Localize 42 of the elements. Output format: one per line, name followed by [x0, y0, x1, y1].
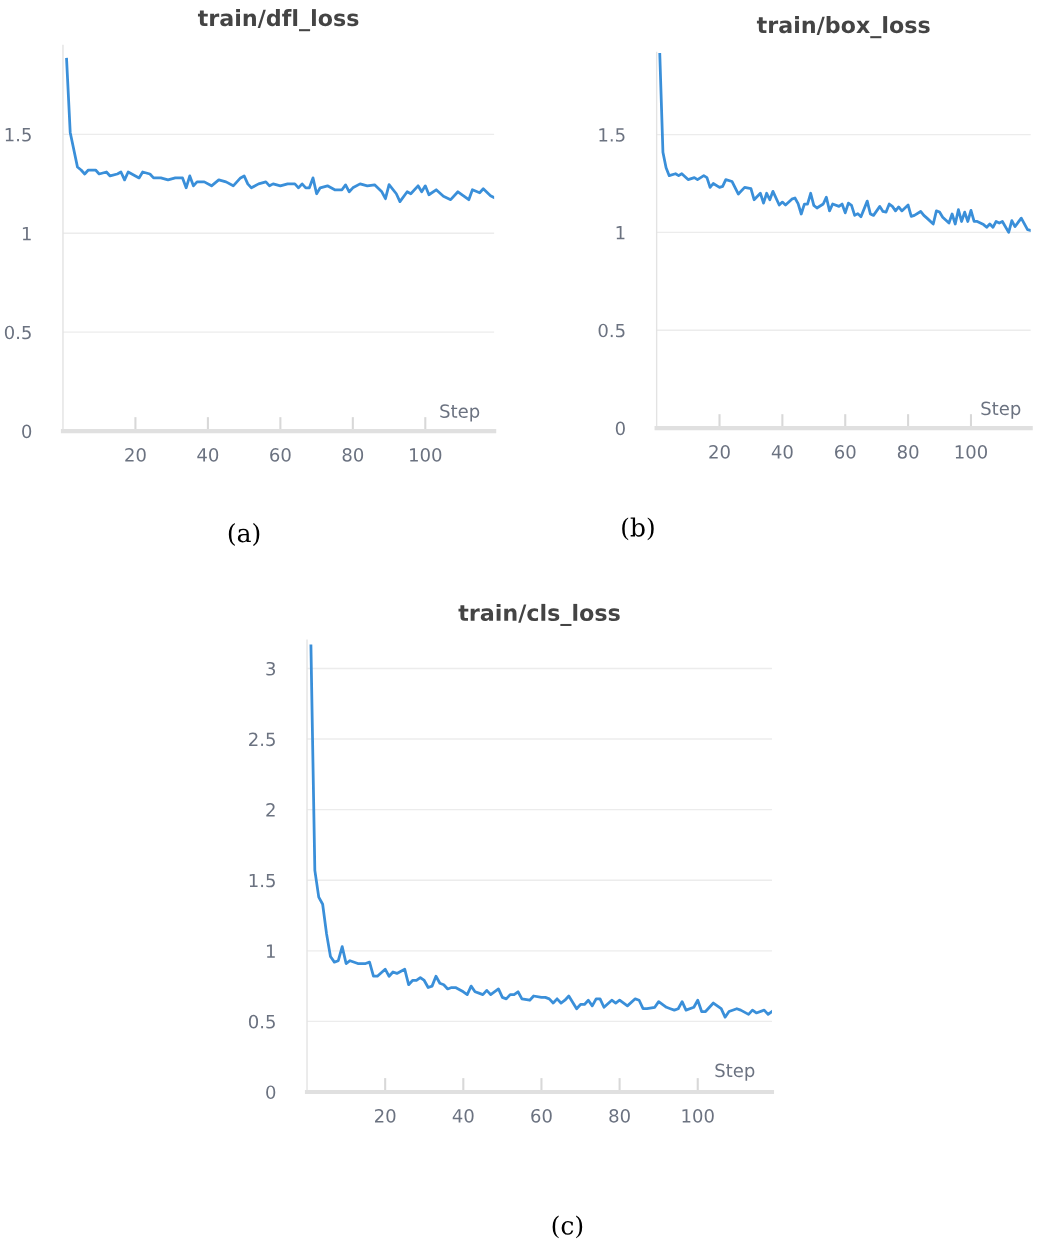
text: (a) — [228, 523, 260, 546]
y-tick-label: 1 — [266, 944, 275, 958]
line-series — [658, 52, 1031, 234]
x-axis-title: Step — [981, 401, 1021, 419]
y-tick-label: 1.5 — [599, 128, 625, 142]
line-series — [65, 57, 495, 204]
y-tick-label: 2.5 — [249, 732, 275, 747]
x-tick-label: 100 — [955, 445, 987, 459]
y-tick-label: 1.5 — [249, 873, 275, 888]
y-tick-label: 0.5 — [248, 1014, 275, 1029]
x-tick-label: 100 — [682, 1108, 714, 1123]
x-tick-label: 60 — [531, 1108, 552, 1123]
x-tick-label: 40 — [197, 448, 219, 462]
text: (b) — [622, 517, 654, 541]
x-tick-label: 40 — [452, 1108, 474, 1123]
y-tick-label: 0.5 — [598, 323, 625, 338]
x-tick-label: 80 — [897, 445, 919, 459]
chart-title: train/dfl_loss — [197, 9, 359, 32]
y-tick-label: 0 — [22, 424, 32, 439]
y-tick-label: 1 — [616, 226, 625, 240]
line-series — [309, 644, 772, 1019]
x-tick-label: 20 — [709, 445, 730, 459]
x-tick-label: 80 — [342, 448, 364, 462]
x-tick-label: 40 — [771, 445, 793, 459]
x-axis-title: Step — [440, 404, 480, 422]
x-tick-label: 80 — [609, 1108, 630, 1123]
x-tick-label: 60 — [835, 445, 856, 459]
text: (c) — [552, 1215, 583, 1239]
x-tick-label: 20 — [125, 448, 146, 462]
x-tick-label: 60 — [270, 448, 291, 462]
y-tick-label: 2 — [266, 803, 275, 817]
x-axis-title: Step — [715, 1063, 755, 1081]
y-tick-label: 1 — [22, 227, 31, 241]
y-tick-label: 0.5 — [4, 325, 31, 340]
x-tick-label: 20 — [375, 1108, 396, 1123]
y-tick-label: 1.5 — [5, 128, 31, 142]
y-tick-label: 3 — [266, 661, 276, 676]
y-tick-label: 0 — [615, 421, 625, 436]
chart-title: train/box_loss — [756, 16, 930, 39]
y-tick-label: 0 — [266, 1085, 276, 1100]
chart-title: train/cls_loss — [458, 603, 620, 627]
x-tick-label: 100 — [410, 448, 442, 462]
